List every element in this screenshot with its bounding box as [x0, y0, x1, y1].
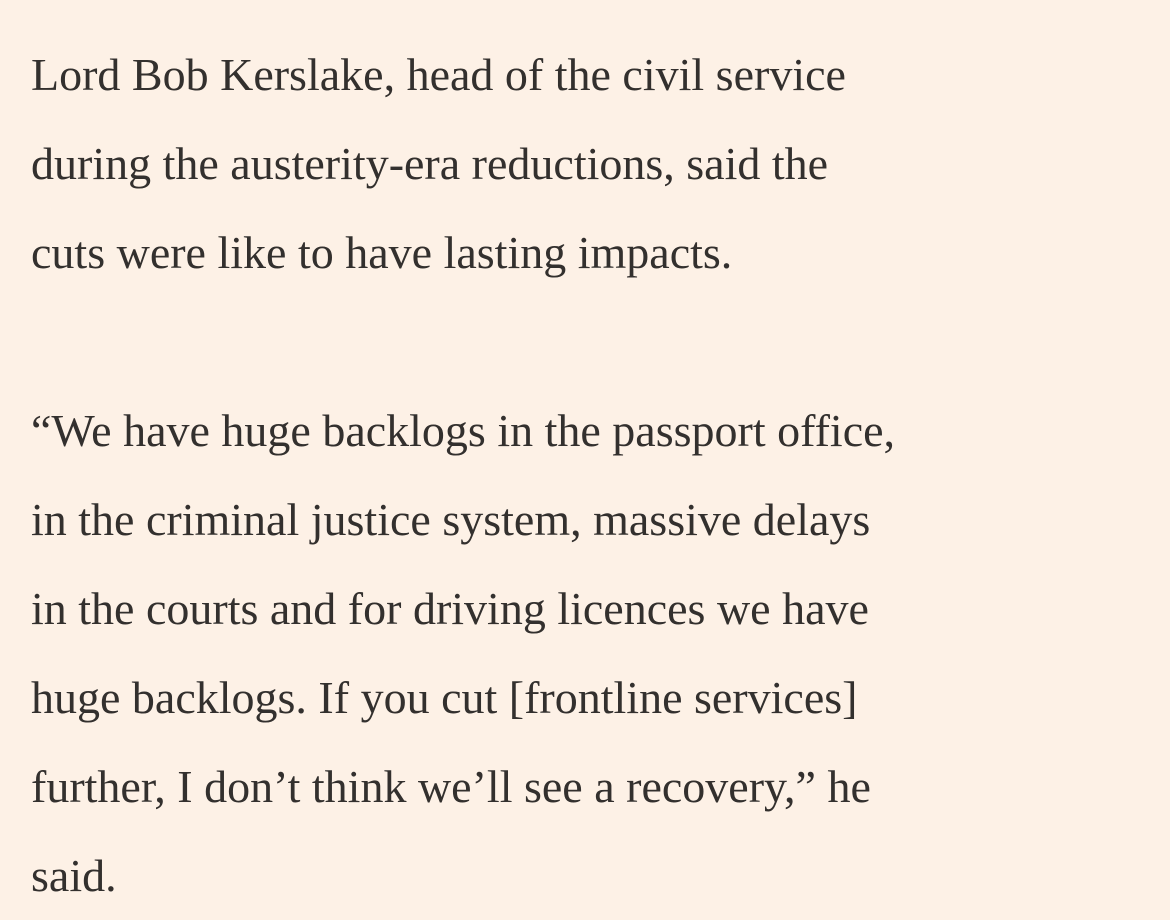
paragraph-line: during the austerity-era reductions, sai… — [31, 138, 829, 189]
article-paragraph-quote: “We have huge backlogs in the passport o… — [31, 386, 1141, 920]
paragraph-line: in the criminal justice system, massive … — [31, 494, 871, 545]
article-body: Lord Bob Kerslake, head of the civil ser… — [31, 30, 1141, 920]
paragraph-line: “We have huge backlogs in the passport o… — [31, 405, 896, 456]
paragraph-line: further, I don’t think we’ll see a recov… — [31, 761, 871, 812]
paragraph-line: Lord Bob Kerslake, head of the civil ser… — [31, 49, 846, 100]
paragraph-line: in the courts and for driving licences w… — [31, 583, 869, 634]
article-paragraph-kerslake: Lord Bob Kerslake, head of the civil ser… — [31, 30, 1141, 297]
paragraph-line: said. — [31, 850, 117, 901]
paragraph-line: huge backlogs. If you cut [frontline ser… — [31, 672, 858, 723]
paragraph-line: cuts were like to have lasting impacts. — [31, 227, 733, 278]
